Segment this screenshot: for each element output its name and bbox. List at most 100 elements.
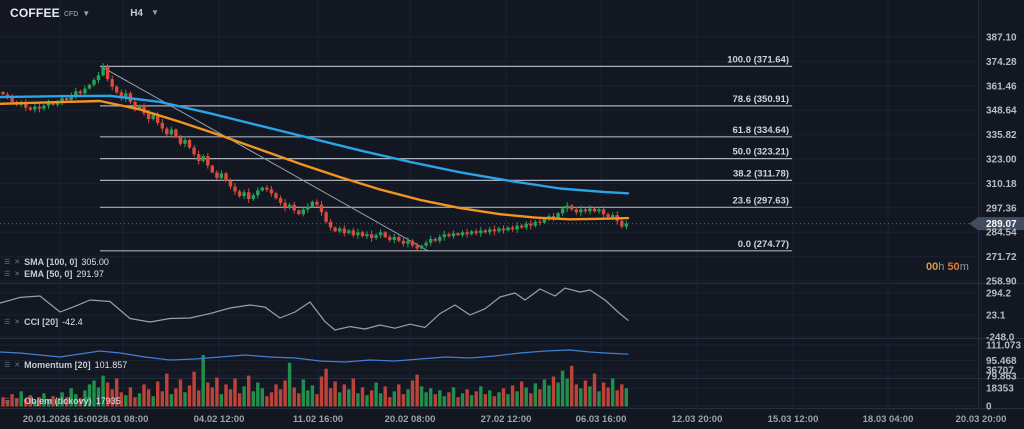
volume-bar (410, 380, 415, 407)
candle-body (447, 234, 451, 237)
candle-body (101, 66, 105, 76)
momentum-axis-label: 111.073 (986, 341, 1021, 352)
candle-body (424, 242, 428, 246)
indicator-settings-icon[interactable]: ☰ (4, 397, 11, 405)
indicator-settings-icon[interactable]: ☰ (4, 258, 11, 266)
candle-body (501, 228, 506, 231)
volume-bar (447, 392, 451, 407)
volume-bar (137, 393, 142, 407)
candle-body (429, 238, 433, 243)
indicator-row-momentum: ☰ ✕ Momentum [20] 101.857 (4, 360, 127, 370)
volume-bar (160, 391, 164, 407)
candle-body (624, 223, 628, 227)
symbol-name: COFFEE (10, 6, 60, 20)
candle-body (383, 232, 387, 238)
indicator-label: CCI [20] (24, 317, 59, 327)
candle-body (465, 232, 469, 235)
volume-bar (565, 378, 569, 407)
volume-bar (69, 388, 73, 407)
candle-body (187, 140, 192, 148)
candle-body (451, 233, 456, 237)
time-axis-label: 06.03 16:00 (576, 414, 627, 425)
volume-bar (133, 397, 137, 407)
candle-body (406, 240, 410, 244)
candle-body (274, 193, 278, 199)
candle-body (201, 156, 205, 161)
candle-body (219, 173, 224, 179)
volume-bar (342, 384, 346, 407)
price-axis-label: 284.54 (986, 228, 1017, 239)
timeframe-label: H4 (130, 7, 143, 19)
cci-axis-label: 23.1 (986, 311, 1006, 322)
candle-body (433, 238, 437, 241)
candle-body (137, 105, 142, 109)
volume-bar (210, 387, 214, 407)
candle-body (542, 219, 547, 223)
candle-body (351, 230, 355, 236)
candle-body (183, 140, 187, 144)
chevron-down-icon: ▼ (150, 7, 159, 17)
fib-level-label: 78.6 (350.91) (732, 94, 789, 105)
volume-bar (438, 390, 442, 407)
trend-line[interactable] (100, 65, 429, 252)
indicator-settings-icon[interactable]: ☰ (4, 318, 11, 326)
volume-bar (260, 388, 264, 407)
volume-bar (310, 385, 315, 407)
indicator-row-volume: ☰ ✕ Objem (tickový) 17935 (4, 396, 121, 406)
volume-bar (456, 397, 460, 407)
candle-body (151, 114, 155, 120)
candle-body (210, 165, 214, 173)
candle-body (474, 231, 478, 234)
volume-bar (242, 386, 246, 407)
volume-bar (37, 397, 42, 407)
candle-body (479, 230, 483, 234)
candle-body (306, 206, 310, 210)
indicator-remove-icon[interactable]: ✕ (14, 361, 21, 369)
volume-bar (156, 381, 160, 407)
volume-bar (592, 373, 597, 407)
volume-bar (297, 393, 301, 407)
candle-body (10, 97, 14, 102)
indicator-remove-icon[interactable]: ✕ (14, 258, 21, 266)
candle-body (365, 234, 369, 237)
time-axis-label: 28.01 08:00 (98, 414, 149, 425)
indicator-remove-icon[interactable]: ✕ (14, 270, 21, 278)
candle-body (83, 88, 87, 94)
time-axis-label: 15.03 12:00 (768, 414, 819, 425)
indicator-remove-icon[interactable]: ✕ (14, 397, 21, 405)
candle-body (551, 216, 556, 218)
candle-body (192, 147, 196, 155)
indicator-settings-icon[interactable]: ☰ (4, 361, 11, 369)
volume-bar (533, 383, 537, 407)
candle-body (579, 209, 583, 213)
candle-body (206, 156, 210, 166)
volume-bar (219, 394, 224, 407)
indicator-value: -42.4 (62, 317, 83, 327)
countdown-hours: 00 (926, 261, 939, 273)
countdown-minutes-unit: m (959, 261, 969, 273)
volume-bar (429, 388, 433, 407)
current-price-tag-value: 289.07 (986, 219, 1017, 230)
volume-bar (419, 386, 424, 407)
volume-bar (151, 396, 155, 407)
candle-body (469, 231, 474, 235)
symbol-selector[interactable]: COFFEE CFD ▼ (10, 6, 90, 20)
volume-bar (319, 376, 324, 407)
volume-bar (506, 394, 510, 407)
candle-body (310, 201, 315, 207)
price-axis-label: 387.10 (986, 33, 1017, 44)
volume-bar (388, 397, 392, 407)
cci-line (0, 287, 629, 331)
candle-body (497, 228, 501, 232)
indicator-settings-icon[interactable]: ☰ (4, 270, 11, 278)
timeframe-selector[interactable]: H4 ▼ (130, 8, 159, 19)
candle-body (347, 230, 351, 234)
indicator-remove-icon[interactable]: ✕ (14, 318, 21, 326)
candle-body (269, 189, 274, 194)
candle-body (374, 235, 378, 238)
volume-bar (1, 397, 5, 407)
candle-body (69, 95, 73, 100)
fib-level-label: 23.6 (297.63) (732, 195, 789, 206)
volume-bar (520, 381, 524, 407)
